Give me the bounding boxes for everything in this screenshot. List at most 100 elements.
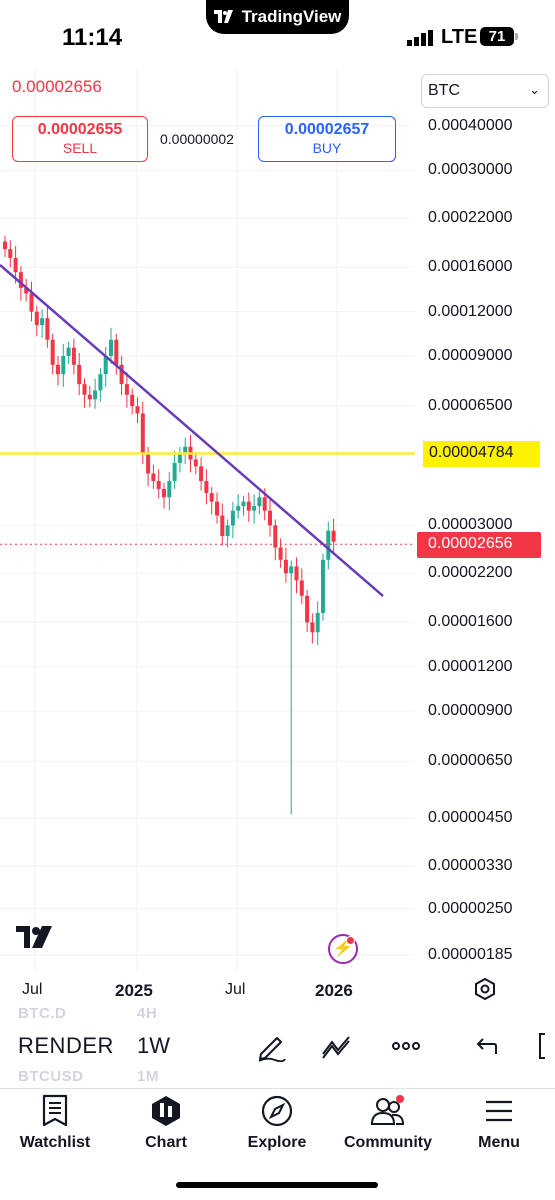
candle-body <box>183 446 188 453</box>
candle-body <box>13 257 18 273</box>
current-price-tag: 0.00002656 <box>417 532 541 558</box>
candle-body <box>315 612 320 633</box>
price-axis-label: 0.00006500 <box>428 397 513 415</box>
candle-body <box>209 493 214 502</box>
candle-body <box>294 566 299 581</box>
price-axis-label: 0.00012000 <box>428 302 513 320</box>
redo-partial-icon[interactable] <box>536 1030 555 1062</box>
candle-body <box>252 506 257 511</box>
price-axis-label: 0.00001600 <box>428 613 513 631</box>
nav-label-menu: Menu <box>478 1134 520 1151</box>
candle-body <box>8 249 13 258</box>
ghost-symbol-above: BTC.D <box>18 1005 67 1022</box>
nav-chart[interactable]: Chart <box>111 1089 221 1159</box>
price-chart[interactable] <box>0 70 555 1005</box>
watchlist-icon <box>42 1094 68 1127</box>
nav-community[interactable]: Community <box>333 1089 443 1159</box>
price-axis-label: 0.00001200 <box>428 657 513 675</box>
candle-body <box>199 466 204 482</box>
candle-body <box>230 510 235 526</box>
candle-body <box>278 547 283 560</box>
candle-body <box>257 497 262 507</box>
indicators-icon[interactable] <box>320 1030 352 1062</box>
candle-body <box>289 566 294 574</box>
draw-pen-icon[interactable] <box>255 1030 287 1062</box>
price-axis-label: 0.00000250 <box>428 899 513 917</box>
sell-button[interactable]: 0.00002655 SELL <box>12 116 148 162</box>
nav-explore[interactable]: Explore <box>222 1089 332 1159</box>
candle-body <box>162 488 166 498</box>
candle-body <box>24 287 29 294</box>
candle-body <box>268 510 272 526</box>
more-icon[interactable] <box>390 1030 422 1062</box>
candle-body <box>177 452 182 463</box>
undo-icon[interactable] <box>470 1030 502 1062</box>
candle-body <box>215 501 219 516</box>
compass-icon <box>261 1095 293 1127</box>
candle-body <box>66 347 71 357</box>
candle-body <box>321 559 325 613</box>
time-label-jul-2: Jul <box>225 981 246 998</box>
candle-body <box>130 394 135 407</box>
ghost-interval-above: 4H <box>137 1005 158 1022</box>
buy-button[interactable]: 0.00002657 BUY <box>258 116 396 162</box>
clock: 11:14 <box>62 24 123 51</box>
nav-watchlist[interactable]: Watchlist <box>0 1089 110 1159</box>
candle-body <box>119 364 124 385</box>
price-axis-label: 0.00000650 <box>428 752 513 770</box>
spread-value: 0.00000002 <box>160 131 234 147</box>
candle-body <box>40 318 45 326</box>
sell-price: 0.00002655 <box>37 121 123 138</box>
currency-select[interactable]: BTC ⌄ <box>421 74 549 108</box>
candle-body <box>135 406 140 414</box>
nav-label-chart: Chart <box>145 1134 187 1151</box>
candle-body <box>71 347 76 365</box>
menu-icon <box>486 1100 512 1122</box>
price-axis-label: 0.00000450 <box>428 808 513 826</box>
chart-area[interactable] <box>0 70 555 1005</box>
price-axis-label: 0.00000900 <box>428 702 513 720</box>
battery-tip <box>515 33 518 40</box>
dynamic-island: TradingView <box>206 0 349 34</box>
candle-body <box>45 318 50 340</box>
candle-body <box>326 530 331 560</box>
price-axis-label: 0.00003000 <box>428 516 513 534</box>
price-axis-label: 0.00040000 <box>428 117 513 134</box>
price-axis-label: 0.00022000 <box>428 209 513 227</box>
ghost-symbol-below: BTCUSD <box>18 1068 84 1085</box>
candle-body <box>93 390 98 400</box>
candle-body <box>236 506 241 511</box>
last-price: 0.00002656 <box>12 77 102 96</box>
candle-body <box>193 459 198 467</box>
candle-body <box>241 501 246 507</box>
candle-body <box>29 293 34 312</box>
buy-price: 0.00002657 <box>284 121 370 138</box>
chart-settings-icon[interactable] <box>474 978 496 1000</box>
candle-body <box>103 356 108 375</box>
battery-icon: 71 <box>480 27 514 46</box>
candle-body <box>299 580 304 596</box>
candle-body <box>220 515 225 537</box>
candle-body <box>146 452 151 474</box>
interval-picker[interactable]: 1W <box>137 1033 170 1058</box>
candle-body <box>310 622 315 633</box>
candle-body <box>77 364 82 385</box>
nav-label-explore: Explore <box>247 1134 307 1151</box>
candle-body <box>204 481 209 494</box>
price-axis-label: 0.00000330 <box>428 856 513 874</box>
currency-value: BTC <box>428 82 460 99</box>
candle-body <box>225 525 230 537</box>
network-type: LTE <box>441 26 478 48</box>
time-label-2025: 2025 <box>115 981 153 1000</box>
chevron-down-icon: ⌄ <box>529 82 540 97</box>
ghost-interval-below: 1M <box>137 1068 159 1085</box>
nav-label-watchlist: Watchlist <box>19 1134 91 1151</box>
candle-body <box>305 595 310 623</box>
horizontal-line-price-tag: 0.00004784 <box>423 441 540 467</box>
nav-menu[interactable]: Menu <box>444 1089 554 1159</box>
candle-body <box>151 473 156 482</box>
sell-label: SELL <box>62 140 98 156</box>
symbol-picker[interactable]: RENDER <box>18 1033 114 1058</box>
notification-dot <box>346 936 355 945</box>
candle-body <box>3 241 7 250</box>
